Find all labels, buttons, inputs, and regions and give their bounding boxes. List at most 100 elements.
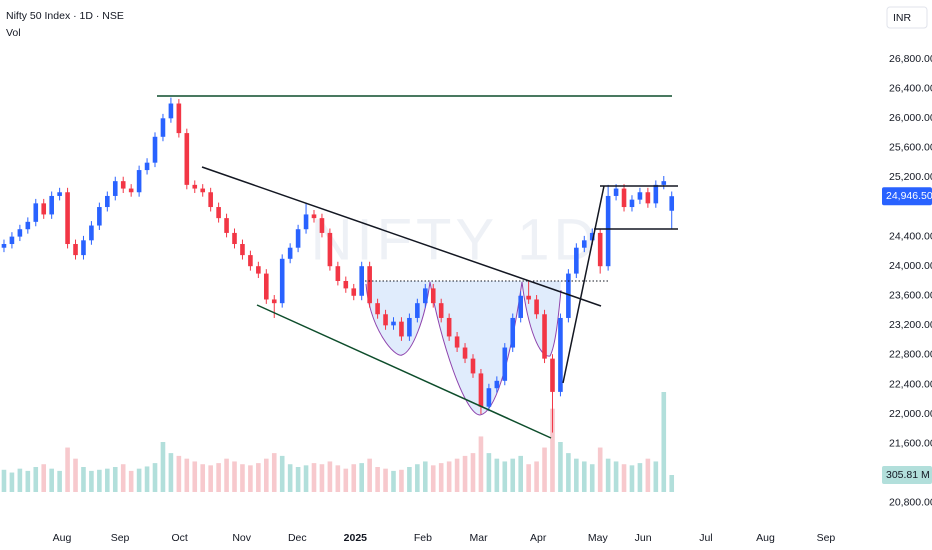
volume-bar bbox=[17, 468, 23, 492]
volume-bar bbox=[534, 461, 539, 492]
volume-bar bbox=[335, 465, 341, 492]
candle-body bbox=[136, 170, 142, 193]
candle-body bbox=[574, 247, 579, 274]
volume-bar bbox=[446, 461, 452, 492]
candle-body bbox=[351, 288, 357, 296]
volume-bar bbox=[550, 408, 555, 492]
volume-bar bbox=[653, 461, 659, 492]
y-tick-label: 23,600.00 bbox=[889, 290, 932, 302]
volume-bar bbox=[89, 470, 94, 492]
volume-bar bbox=[128, 470, 134, 492]
volume-bar bbox=[566, 453, 571, 492]
volume-bar bbox=[581, 461, 587, 492]
watermark: NIFTY 1D bbox=[311, 207, 600, 272]
x-tick-label: Dec bbox=[288, 532, 307, 544]
last-volume-tag bbox=[882, 466, 932, 485]
candle-body bbox=[383, 314, 388, 326]
trendline-layer bbox=[157, 95, 678, 439]
x-tick-label: May bbox=[588, 532, 609, 544]
candle-body bbox=[208, 192, 213, 208]
candle-body bbox=[669, 196, 675, 211]
candle-body bbox=[359, 266, 364, 296]
x-tick-label: Jun bbox=[635, 532, 652, 544]
volume-bar bbox=[605, 458, 611, 492]
candle-body bbox=[470, 358, 476, 374]
candle-body bbox=[9, 236, 15, 245]
volume-bar bbox=[240, 464, 245, 492]
candle-body bbox=[375, 303, 380, 315]
volume-bar bbox=[454, 458, 460, 492]
candle-body bbox=[25, 221, 31, 230]
candle-body bbox=[200, 188, 206, 193]
volume-bar bbox=[216, 463, 221, 492]
candle-body bbox=[279, 258, 285, 304]
volume-bar bbox=[391, 470, 396, 492]
candle-body bbox=[49, 195, 54, 215]
volume-bar bbox=[200, 464, 206, 492]
candle-body bbox=[550, 358, 555, 392]
channel-upper-line bbox=[201, 166, 602, 307]
volume-bar bbox=[351, 464, 357, 492]
candle-layer bbox=[1, 97, 675, 433]
volume-bar bbox=[65, 447, 70, 492]
candle-body bbox=[73, 244, 78, 256]
currency-label[interactable]: INR bbox=[893, 12, 912, 24]
volume-bar bbox=[271, 453, 277, 492]
candle-body bbox=[240, 244, 245, 256]
volume-bar bbox=[494, 458, 500, 492]
volume-bar bbox=[311, 463, 317, 492]
candle-body bbox=[287, 247, 293, 259]
candle-body bbox=[120, 181, 126, 189]
candle-body bbox=[105, 195, 110, 208]
volume-bar bbox=[526, 464, 531, 492]
candle-body bbox=[97, 207, 102, 226]
x-tick-label: Aug bbox=[53, 532, 72, 544]
candle-body bbox=[319, 218, 325, 233]
volume-layer bbox=[1, 392, 675, 492]
volume-bar bbox=[120, 464, 126, 492]
currency-button[interactable] bbox=[886, 6, 928, 29]
candle-body bbox=[494, 380, 500, 389]
x-tick-label: 2025 bbox=[344, 532, 368, 544]
candle-body bbox=[256, 266, 261, 274]
y-tick-label: 25,600.00 bbox=[889, 142, 932, 154]
candle-body bbox=[462, 347, 468, 359]
candle-body bbox=[510, 317, 516, 348]
volume-bar bbox=[224, 458, 229, 492]
volume-bar bbox=[597, 447, 603, 492]
candle-body bbox=[653, 184, 659, 204]
last-volume-label: 305.81 M bbox=[886, 469, 930, 481]
volume-bar bbox=[669, 475, 675, 492]
volume-bar bbox=[518, 455, 523, 492]
volume-bar bbox=[343, 468, 349, 492]
volume-bar bbox=[470, 453, 476, 492]
candle-body bbox=[502, 347, 508, 381]
candle-body bbox=[581, 240, 587, 248]
pattern-curve bbox=[365, 281, 562, 416]
volume-bar bbox=[415, 464, 420, 492]
candle-body bbox=[661, 181, 667, 185]
volume-bar bbox=[399, 469, 404, 492]
volume-bar bbox=[303, 465, 309, 492]
volume-bar bbox=[1, 469, 7, 492]
candle-body bbox=[168, 103, 174, 119]
candle-body bbox=[160, 118, 166, 137]
volume-bar bbox=[558, 442, 563, 492]
candle-body bbox=[446, 317, 452, 337]
background-layer: NIFTY 1D bbox=[311, 207, 600, 416]
candle-body bbox=[343, 280, 349, 289]
candle-body bbox=[478, 373, 484, 407]
candle-body bbox=[566, 273, 571, 318]
y-tick-label: 24,400.00 bbox=[889, 230, 932, 242]
candle-body bbox=[271, 299, 277, 304]
volume-bar bbox=[57, 470, 62, 492]
x-tick-label: Sep bbox=[111, 532, 130, 544]
volume-bar bbox=[73, 458, 78, 492]
x-tick-label: Oct bbox=[171, 532, 187, 544]
candle-body bbox=[152, 136, 158, 163]
y-tick-label: 26,000.00 bbox=[889, 112, 932, 124]
candle-body bbox=[486, 388, 492, 407]
candle-body bbox=[558, 317, 563, 392]
candle-body bbox=[621, 188, 627, 208]
